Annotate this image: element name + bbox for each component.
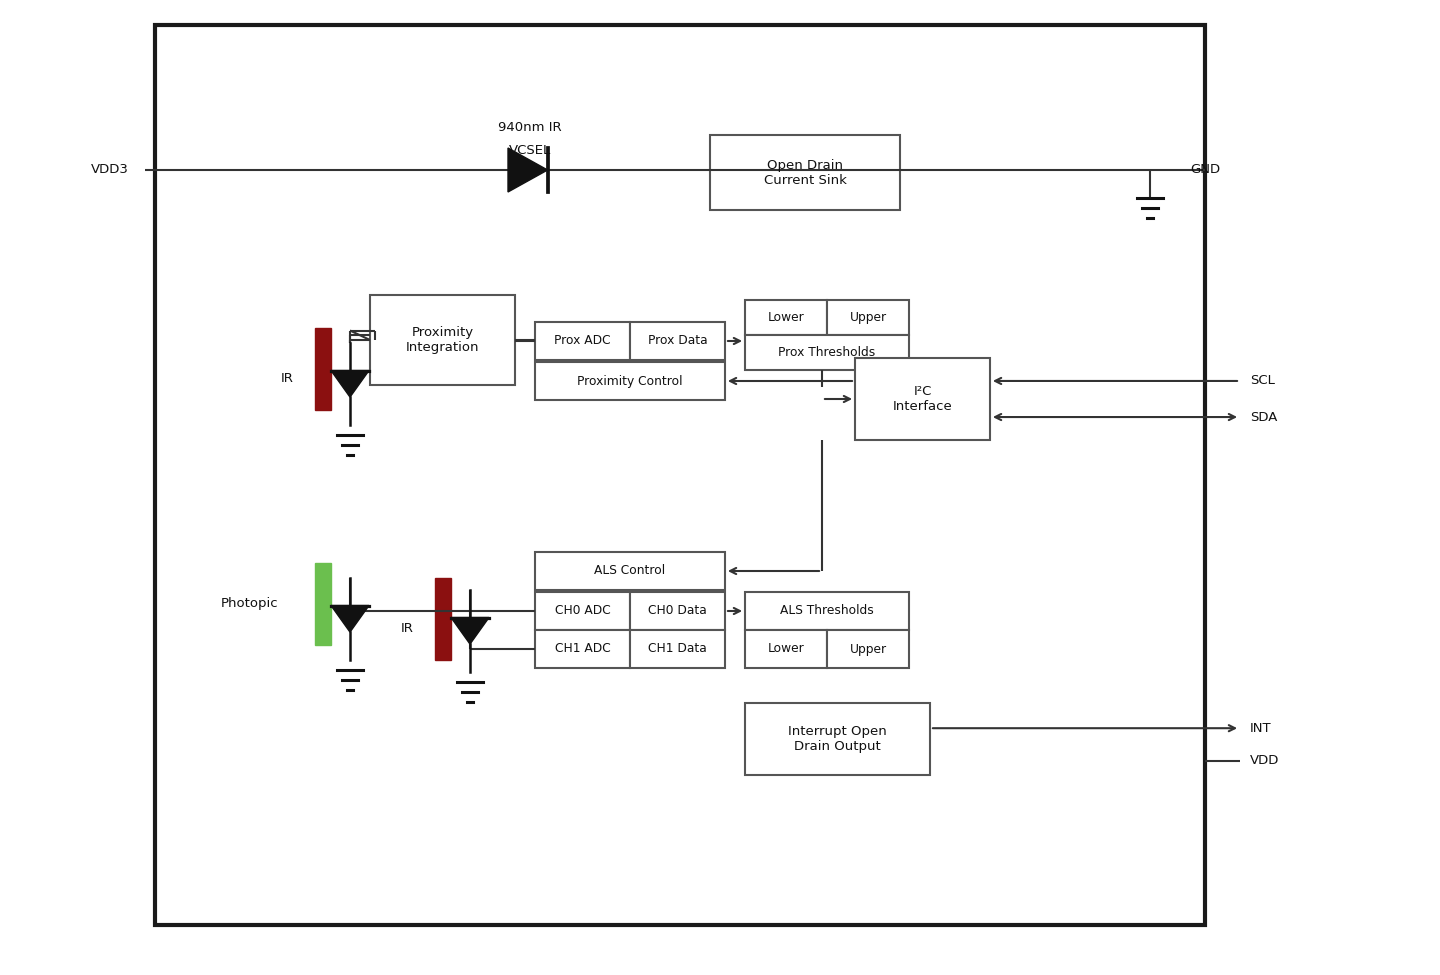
Text: VDD3: VDD3: [91, 164, 130, 176]
FancyBboxPatch shape: [631, 630, 724, 668]
Text: 940nm IR: 940nm IR: [498, 122, 562, 135]
FancyBboxPatch shape: [435, 578, 451, 660]
Text: Prox Data: Prox Data: [648, 334, 707, 347]
Text: Proximity Control: Proximity Control: [577, 374, 683, 387]
Text: GND: GND: [1189, 164, 1220, 176]
FancyBboxPatch shape: [536, 362, 724, 400]
FancyBboxPatch shape: [710, 135, 900, 210]
Text: CH1 ADC: CH1 ADC: [554, 643, 611, 655]
Text: I²C
Interface: I²C Interface: [893, 385, 952, 413]
FancyBboxPatch shape: [827, 300, 909, 335]
Text: Upper: Upper: [850, 643, 887, 655]
Text: IR: IR: [281, 372, 294, 385]
Text: SDA: SDA: [1250, 410, 1277, 423]
FancyBboxPatch shape: [536, 630, 631, 668]
Polygon shape: [331, 370, 369, 397]
FancyBboxPatch shape: [744, 300, 827, 335]
Text: Lower: Lower: [768, 311, 805, 324]
Text: ALS Thresholds: ALS Thresholds: [780, 604, 874, 617]
Text: Upper: Upper: [850, 311, 887, 324]
FancyBboxPatch shape: [536, 552, 724, 590]
FancyBboxPatch shape: [744, 703, 930, 775]
FancyBboxPatch shape: [315, 563, 331, 645]
FancyBboxPatch shape: [744, 335, 909, 370]
FancyBboxPatch shape: [315, 328, 331, 410]
FancyBboxPatch shape: [156, 25, 1205, 925]
Text: VCSEL: VCSEL: [508, 143, 552, 157]
FancyBboxPatch shape: [631, 592, 724, 630]
Text: CH0 ADC: CH0 ADC: [554, 604, 611, 617]
Text: SCL: SCL: [1250, 374, 1274, 387]
Polygon shape: [508, 148, 547, 192]
FancyBboxPatch shape: [631, 322, 724, 360]
Polygon shape: [451, 617, 490, 644]
Text: Open Drain
Current Sink: Open Drain Current Sink: [763, 159, 847, 186]
Text: Proximity
Integration: Proximity Integration: [406, 326, 480, 354]
Text: Interrupt Open
Drain Output: Interrupt Open Drain Output: [788, 725, 887, 753]
Text: VDD: VDD: [1250, 754, 1279, 767]
Text: Prox ADC: Prox ADC: [554, 334, 611, 347]
FancyBboxPatch shape: [370, 295, 516, 385]
Polygon shape: [331, 605, 369, 632]
FancyBboxPatch shape: [744, 592, 909, 630]
Text: CH1 Data: CH1 Data: [648, 643, 707, 655]
Text: ALS Control: ALS Control: [595, 565, 665, 577]
Text: Prox Thresholds: Prox Thresholds: [779, 346, 876, 359]
Text: INT: INT: [1250, 722, 1272, 735]
FancyBboxPatch shape: [827, 630, 909, 668]
Text: Lower: Lower: [768, 643, 805, 655]
Text: CH0 Data: CH0 Data: [648, 604, 707, 617]
FancyBboxPatch shape: [855, 358, 991, 440]
Text: Photopic: Photopic: [222, 598, 279, 610]
Text: IR: IR: [400, 622, 413, 636]
FancyBboxPatch shape: [536, 322, 631, 360]
FancyBboxPatch shape: [536, 592, 631, 630]
FancyBboxPatch shape: [744, 630, 827, 668]
